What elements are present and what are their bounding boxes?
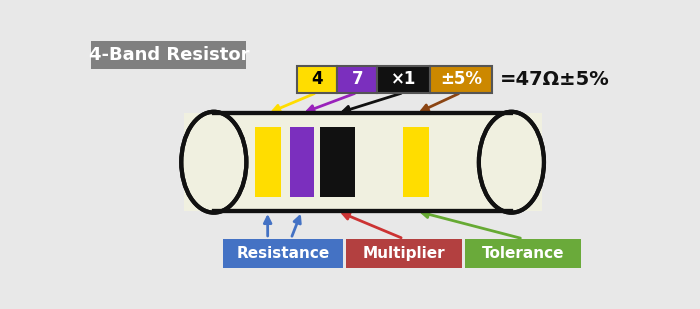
FancyBboxPatch shape [92, 41, 246, 69]
Ellipse shape [181, 112, 246, 213]
Text: Tolerance: Tolerance [482, 246, 564, 261]
Text: Multiplier: Multiplier [363, 246, 445, 261]
FancyBboxPatch shape [337, 66, 377, 92]
Text: 4: 4 [311, 70, 323, 88]
FancyBboxPatch shape [206, 124, 519, 200]
FancyBboxPatch shape [297, 66, 337, 92]
FancyBboxPatch shape [320, 127, 355, 197]
Text: 7: 7 [351, 70, 363, 88]
Text: 4-Band Resistor: 4-Band Resistor [89, 46, 249, 64]
Ellipse shape [181, 112, 246, 213]
Text: ×1: ×1 [391, 70, 416, 88]
Ellipse shape [479, 112, 544, 213]
Text: =47Ω±5%: =47Ω±5% [500, 70, 610, 89]
Text: Resistance: Resistance [237, 246, 330, 261]
FancyBboxPatch shape [290, 127, 314, 197]
FancyBboxPatch shape [377, 66, 430, 92]
FancyBboxPatch shape [255, 127, 281, 197]
FancyBboxPatch shape [346, 239, 462, 268]
FancyBboxPatch shape [223, 239, 343, 268]
Text: ±5%: ±5% [440, 70, 482, 88]
FancyBboxPatch shape [183, 113, 542, 211]
FancyBboxPatch shape [403, 127, 429, 197]
Ellipse shape [479, 112, 544, 213]
FancyBboxPatch shape [430, 66, 492, 92]
FancyBboxPatch shape [465, 239, 581, 268]
